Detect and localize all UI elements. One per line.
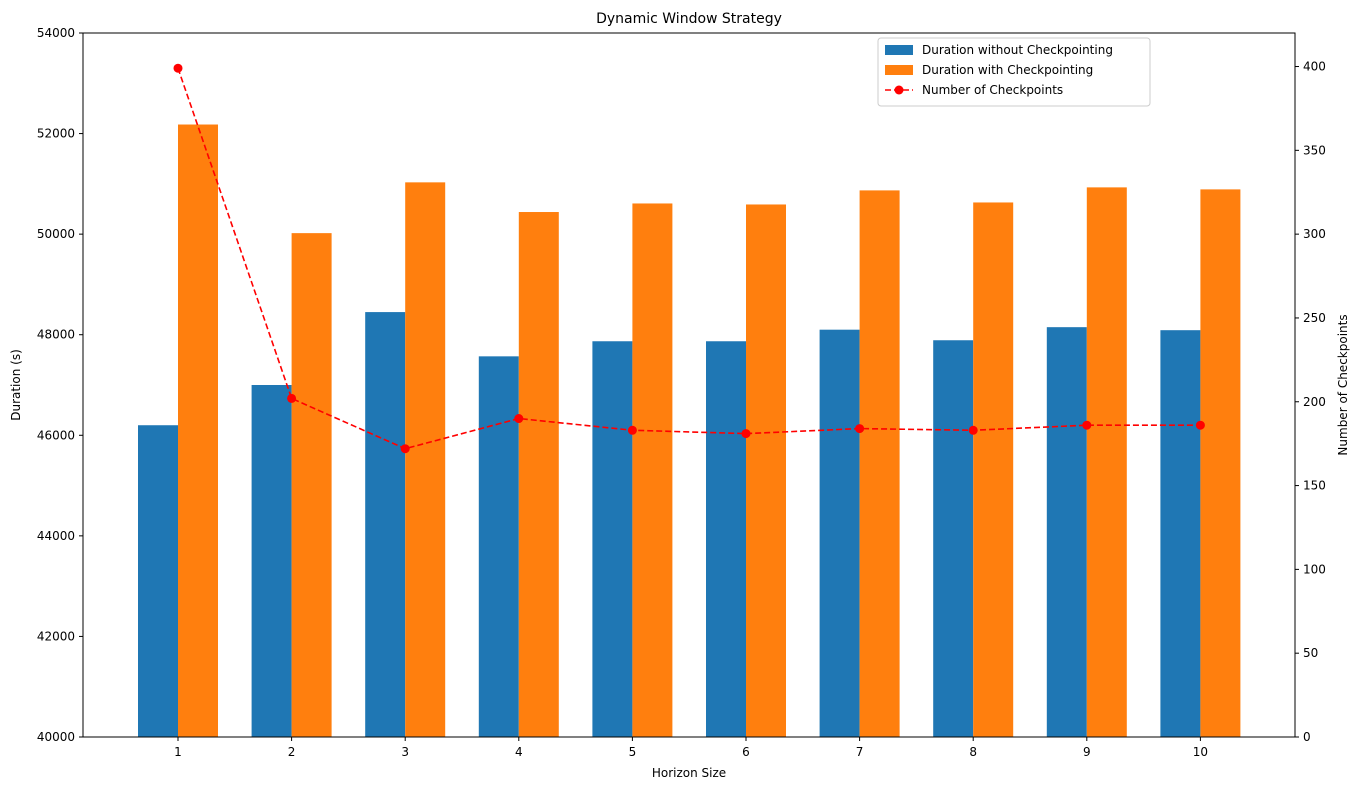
checkpoint-point-4 [514, 414, 524, 424]
x-tick-label: 10 [1193, 745, 1208, 759]
y2-tick-label: 400 [1303, 60, 1326, 74]
legend: Duration without Checkpointing Duration w… [877, 37, 1151, 107]
bar-with-checkpointing-2 [291, 233, 332, 737]
checkpoint-point-3 [400, 444, 410, 454]
bar-without-checkpointing-7 [819, 329, 860, 737]
y-tick-label: 40000 [37, 730, 75, 744]
bar-without-checkpointing-2 [251, 385, 292, 737]
bar-with-checkpointing-5 [632, 203, 673, 737]
legend-entry: Number of Checkpoints [922, 83, 1063, 97]
line-layer [173, 63, 1205, 454]
y2-tick-label: 350 [1303, 143, 1326, 157]
y-tick-label: 52000 [37, 127, 75, 141]
bar-without-checkpointing-6 [706, 341, 746, 737]
y2-tick-label: 300 [1303, 227, 1326, 241]
bar-with-checkpointing-7 [859, 190, 900, 737]
x-tick-label: 8 [969, 745, 977, 759]
x-axis-label: Horizon Size [652, 766, 726, 780]
x-tick-label: 5 [629, 745, 637, 759]
bar-with-checkpointing-9 [1086, 187, 1127, 737]
legend-entry: Duration without Checkpointing [922, 43, 1113, 57]
checkpoint-point-2 [287, 393, 297, 403]
y-tick-label: 48000 [37, 328, 75, 342]
bar-with-checkpointing-3 [405, 182, 446, 737]
checkpoint-point-10 [1195, 420, 1205, 430]
y-tick-label: 46000 [37, 428, 75, 442]
legend-swatch [885, 45, 913, 55]
bar-without-checkpointing-3 [365, 312, 406, 737]
y-tick-label: 54000 [37, 26, 75, 40]
y2-axis-label: Number of Checkpoints [1336, 314, 1350, 455]
bar-without-checkpointing-9 [1046, 327, 1087, 737]
x-tick-label: 1 [174, 745, 182, 759]
legend-swatch-marker [894, 85, 904, 95]
x-tick-label: 6 [742, 745, 750, 759]
legend-box [877, 37, 1151, 107]
bar-with-checkpointing-6 [746, 204, 786, 737]
bar-without-checkpointing-10 [1160, 330, 1201, 737]
checkpoint-point-9 [1082, 420, 1092, 430]
checkpoint-point-7 [855, 424, 865, 434]
y2-tick-label: 0 [1303, 730, 1311, 744]
y2-tick-label: 50 [1303, 646, 1318, 660]
x-tick-label: 7 [856, 745, 864, 759]
y2-tick-label: 200 [1303, 395, 1326, 409]
y-axis-right: 0 50 100 150 200 250 300 350 400 [1295, 60, 1326, 744]
y-axis-left: 40000 42000 44000 46000 48000 50000 52000 54000 [37, 26, 83, 744]
chart-title: Dynamic Window Strategy [596, 11, 782, 27]
bar-without-checkpointing-8 [933, 340, 974, 737]
bar-with-checkpointing-8 [973, 202, 1014, 737]
checkpoint-point-1 [173, 63, 183, 73]
x-axis: 1 2 3 4 5 6 7 8 9 10 [174, 737, 1208, 759]
x-tick-label: 3 [401, 745, 409, 759]
y2-tick-label: 100 [1303, 562, 1326, 576]
checkpoints-line [177, 67, 1201, 450]
checkpoint-point-8 [968, 425, 978, 435]
bars-layer [138, 124, 1241, 738]
bar-with-checkpointing-10 [1200, 189, 1241, 738]
y2-tick-label: 150 [1303, 479, 1326, 493]
bar-without-checkpointing-5 [592, 341, 633, 737]
x-tick-label: 9 [1083, 745, 1091, 759]
y2-tick-label: 250 [1303, 311, 1326, 325]
x-tick-label: 4 [515, 745, 523, 759]
y-tick-label: 42000 [37, 629, 75, 643]
y-axis-label: Duration (s) [9, 349, 23, 421]
legend-entry: Duration with Checkpointing [922, 63, 1093, 77]
bar-with-checkpointing-4 [518, 212, 559, 737]
checkpoint-point-5 [627, 425, 637, 435]
bar-with-checkpointing-1 [178, 124, 218, 737]
bar-without-checkpointing-4 [478, 356, 519, 737]
bar-without-checkpointing-1 [138, 425, 178, 737]
legend-swatch [885, 65, 913, 75]
y-tick-label: 50000 [37, 227, 75, 241]
y-tick-label: 44000 [37, 529, 75, 543]
checkpoint-point-6 [741, 429, 751, 439]
x-tick-label: 2 [288, 745, 296, 759]
plot-frame [82, 32, 1296, 738]
